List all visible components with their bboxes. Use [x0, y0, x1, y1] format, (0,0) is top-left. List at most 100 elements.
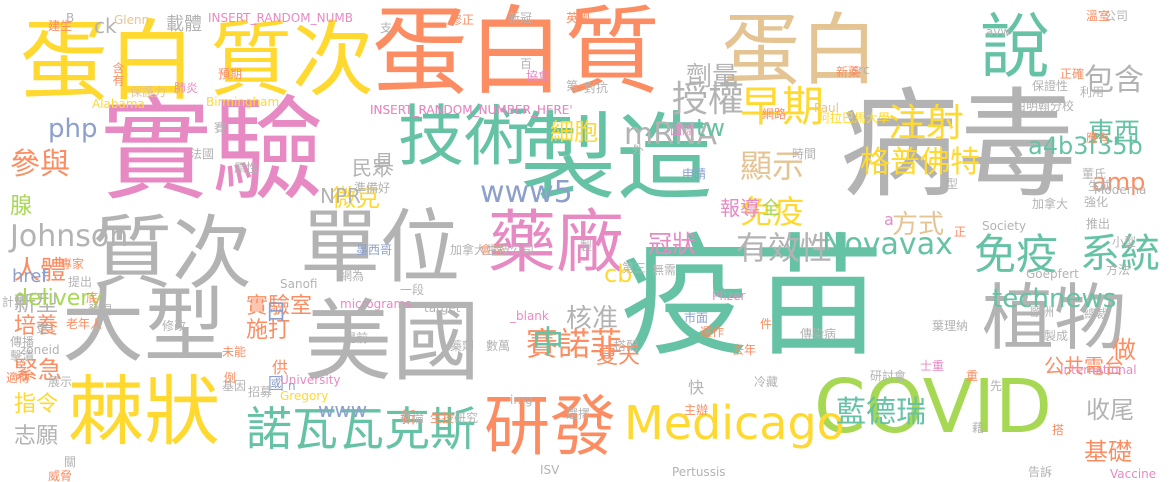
word-cloud-word: 賽諾菲: [526, 325, 623, 363]
word-cloud-word: 數萬: [486, 339, 511, 353]
word-cloud-word: 修正: [450, 13, 475, 27]
word-cloud-word: 肺炎: [174, 81, 199, 95]
word-cloud-word: 國際: [670, 123, 695, 137]
word-cloud-word: 推出: [1086, 217, 1111, 231]
word-cloud-word: delivery: [14, 286, 103, 311]
word-cloud-word: 含有: [111, 62, 125, 86]
word-cloud-word: Gregory: [280, 389, 329, 403]
word-cloud-word: 外: [632, 143, 645, 157]
word-cloud-word: 參與: [10, 147, 70, 182]
word-cloud-word: amp: [1092, 168, 1146, 196]
word-cloud-word: 網路: [762, 107, 787, 121]
word-cloud-word: 研討會: [870, 369, 907, 383]
word-cloud-word: 夏天: [596, 344, 641, 369]
word-cloud-word: 百: [520, 57, 533, 71]
word-cloud-word: INSERT_RANDOM_NUMB: [208, 11, 353, 25]
word-cloud-word: 載體: [166, 14, 202, 35]
word-cloud-word: 搭配: [614, 339, 639, 353]
word-cloud-word: Paul: [814, 101, 839, 115]
word-cloud-word: 預期: [218, 67, 243, 81]
word-cloud-word: cb: [604, 260, 633, 288]
word-cloud-word: 保護力: [130, 85, 167, 99]
word-cloud-word: 研發: [484, 388, 616, 465]
word-cloud-word: 傳染病: [800, 327, 837, 341]
word-cloud-word: Medicago: [624, 396, 845, 450]
word-cloud-word: 士重: [920, 359, 945, 373]
word-cloud-word: 棘狀: [68, 367, 220, 456]
word-cloud-word: 包含: [1084, 63, 1144, 98]
word-cloud-word: 美國: [304, 290, 481, 393]
word-cloud-word: 核准: [566, 304, 619, 334]
word-cloud-word: 方式: [892, 210, 945, 240]
word-cloud-word: href: [12, 266, 48, 287]
word-cloud-word: 加拿大: [1032, 197, 1069, 211]
word-cloud-word: src: [852, 63, 870, 77]
word-cloud-word: 中: [532, 323, 565, 361]
word-cloud-word: 藉: [972, 421, 985, 435]
word-cloud-word: 關: [64, 455, 77, 469]
word-cloud-word: 民眾: [352, 156, 392, 180]
word-cloud-word: 系統: [1080, 231, 1160, 277]
word-cloud-word: 威脅: [48, 469, 73, 482]
word-cloud-word: 藥廠: [488, 204, 625, 283]
word-cloud-word: 腺: [10, 194, 33, 219]
word-cloud-word: 諾瓦瓦克斯: [246, 402, 476, 456]
word-cloud-word: 網為: [340, 269, 365, 283]
word-cloud-word: 劑量: [686, 62, 739, 92]
word-cloud-word: www: [318, 398, 368, 422]
word-cloud-word: 歐洲: [1030, 305, 1055, 319]
word-cloud-word: 大型: [62, 279, 227, 374]
word-cloud-word: Novavax: [822, 227, 953, 262]
word-cloud-word: 賽: [214, 121, 227, 135]
word-cloud-word: 病毒: [840, 76, 1077, 214]
word-cloud-word: 市面: [684, 311, 709, 325]
word-cloud-word: 供: [272, 358, 289, 377]
word-cloud-word: 免疫: [740, 193, 805, 231]
word-cloud-word: 支: [380, 21, 393, 35]
word-cloud-word: 蛋白質: [372, 0, 660, 108]
word-cloud-word: 會證: [480, 243, 505, 257]
word-cloud-word: 主辦: [684, 403, 709, 417]
word-cloud-word: micrograms: [340, 297, 412, 311]
word-cloud-word: 藥劑: [450, 339, 475, 353]
word-cloud-word: 公司: [1104, 9, 1129, 23]
word-cloud-word: 更: [36, 321, 49, 335]
word-cloud-word: INSERT_RANDOM_NUMBER_HERE': [370, 103, 573, 117]
word-cloud-word: 研究: [454, 411, 479, 425]
word-cloud-word: 快: [688, 378, 705, 397]
word-cloud-word: 人體: [14, 256, 67, 286]
word-cloud-word: www5: [480, 175, 573, 210]
word-cloud-word: 基礎: [1084, 438, 1132, 466]
word-cloud-word: _blank: [510, 309, 549, 323]
word-cloud-word: 董氏: [1082, 167, 1107, 181]
word-cloud-word: n: [288, 379, 296, 393]
word-cloud-word: 東西: [1088, 118, 1141, 148]
word-cloud-word: 協會: [526, 69, 551, 83]
word-cloud-word: 適傳: [6, 371, 31, 385]
word-cloud-word: 收尾: [1086, 396, 1134, 424]
word-cloud-word: 製造: [520, 102, 712, 214]
word-cloud-word: 總裁: [1084, 307, 1109, 321]
word-cloud-word: 例: [224, 371, 237, 385]
word-cloud-word: php: [48, 114, 98, 144]
word-cloud-word: zoneid: [20, 343, 60, 357]
word-cloud-word: 說: [980, 6, 1050, 88]
word-cloud-word: a: [884, 210, 894, 229]
word-cloud-word: 葉理納: [932, 319, 969, 333]
word-cloud-word: 生技: [430, 411, 455, 425]
word-cloud-word: 全: [762, 198, 780, 219]
word-cloud-word: 運作: [700, 325, 725, 339]
word-cloud-word: 志願: [14, 424, 59, 449]
word-cloud-word: 顯示: [740, 147, 805, 185]
word-cloud-word: 一段: [400, 283, 425, 297]
word-cloud-word: 日: [261, 300, 286, 322]
word-cloud-word: Pfizer: [712, 289, 746, 303]
word-cloud-word: 擊潰: [10, 349, 35, 363]
word-cloud-word: 冠狀: [648, 230, 696, 258]
word-cloud-word: 準備好: [354, 181, 391, 195]
word-cloud-word: 方法: [1106, 263, 1131, 277]
word-cloud-word: 告訴: [1028, 465, 1053, 479]
word-cloud-word: 法國: [190, 147, 215, 161]
word-cloud-word: 培養: [14, 314, 59, 339]
